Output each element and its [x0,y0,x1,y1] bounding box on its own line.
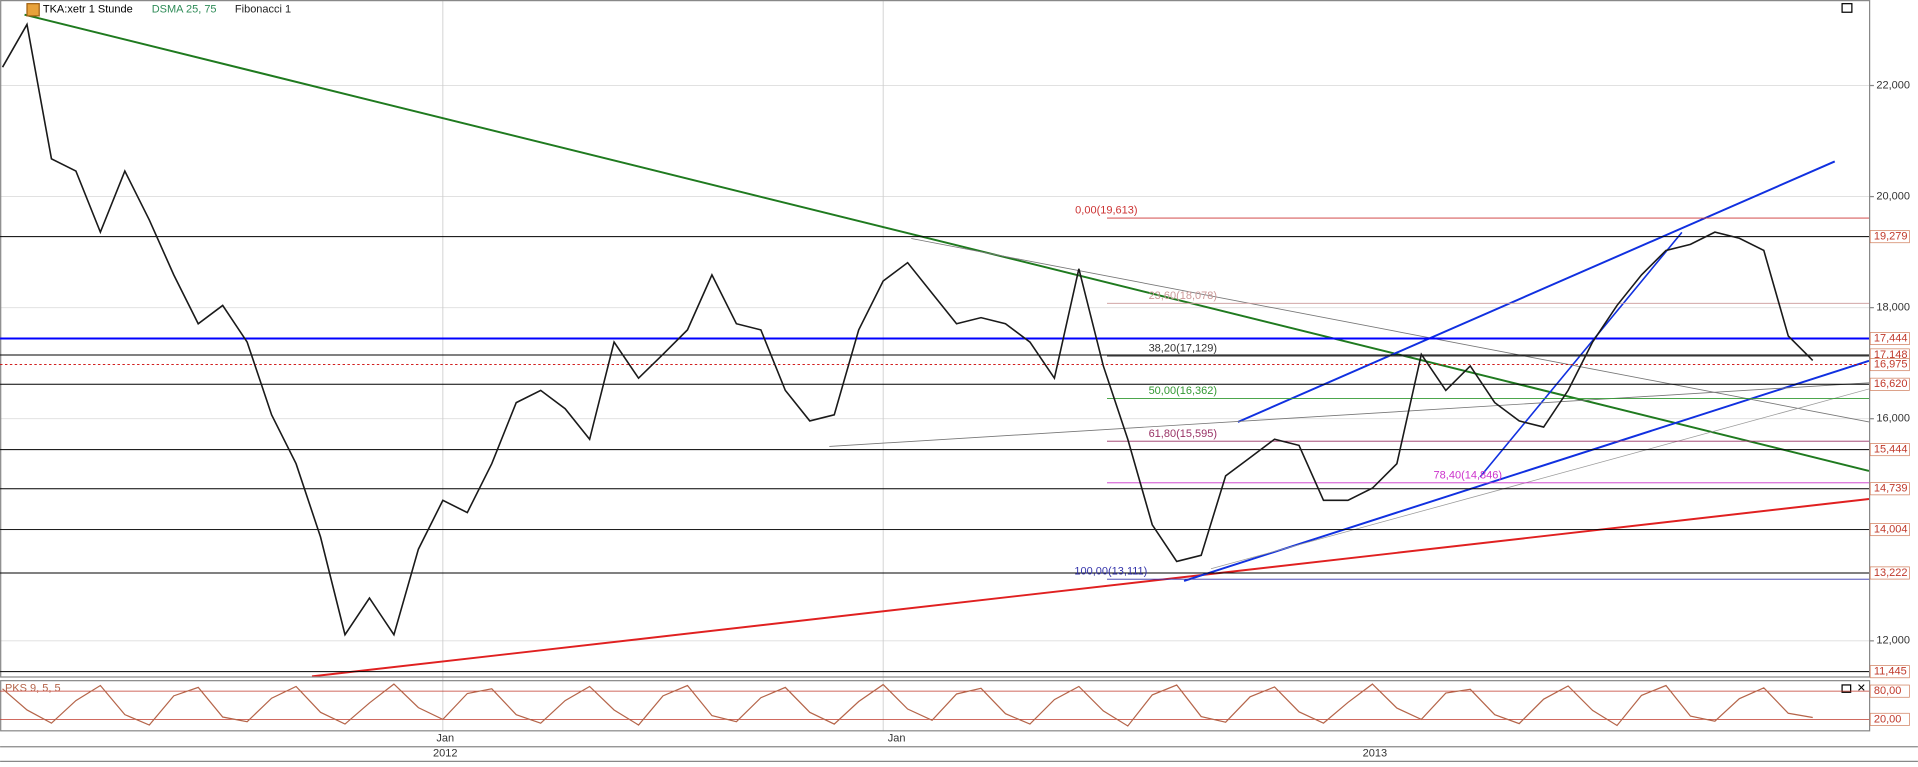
price-line [1,22,1814,637]
y-tick-label: 12,000 [1876,635,1910,647]
symbol-label[interactable]: TKA:xetr 1 Stunde [43,4,133,16]
level-label: 14,004 [1874,523,1908,535]
maximize-button[interactable] [1841,3,1853,13]
level-marker [1869,523,1910,537]
level-label: 15,444 [1874,443,1908,455]
trend-line [24,13,1870,472]
level-marker [1869,566,1910,580]
y-tick-label: 22,000 [1876,79,1910,91]
level-label: 16,975 [1874,358,1908,370]
level-marker [1869,443,1910,457]
level-marker [1869,358,1910,372]
year-label: 2013 [1363,747,1387,759]
channel-line [1183,359,1870,582]
oscillator-tick-label: 20,00 [1874,713,1902,725]
fib-label: 100,00(13,111) [1074,566,1147,578]
year-label: 2012 [433,747,457,759]
indicator-label[interactable]: DSMA 25, 75 [152,4,217,16]
fib-label: 38,20(17,129) [1149,343,1218,355]
y-tick-label: 20,000 [1876,190,1910,202]
level-label: 17,148 [1874,349,1908,361]
maximize-button[interactable] [1841,684,1852,693]
oscillator-tick-label: 80,00 [1874,685,1902,697]
level-marker [1869,332,1910,346]
level-marker [1869,684,1910,698]
level-label: 14,739 [1874,483,1908,495]
trend-line [911,238,1870,423]
trend-line [311,498,1870,678]
level-marker [1869,377,1910,391]
level-marker [1869,482,1910,496]
level-marker [1869,712,1910,726]
x-tick-label: Jan [436,733,454,745]
close-button[interactable]: ✕ [1857,683,1866,695]
y-tick-label: 16,000 [1876,413,1910,425]
symbol-icon[interactable] [26,3,40,17]
level-label: 11,445 [1874,666,1907,678]
level-marker [1869,665,1910,679]
fib-label: 23,60(18,078) [1149,290,1218,302]
level-label: 17,444 [1874,332,1908,344]
fib-label: 61,80(15,595) [1149,428,1218,440]
y-tick-label: 18,000 [1876,302,1910,314]
oscillator-panel-border [0,680,1871,732]
level-label: 13,222 [1874,567,1908,579]
level-marker [1869,230,1910,244]
fib-label: 50,00(16,362) [1149,385,1218,397]
level-label: 19,279 [1874,231,1908,243]
oscillator-label[interactable]: PKS 9, 5, 5 [5,683,61,695]
channel-line [1237,160,1836,423]
oscillator-line [2,683,1813,727]
fib-label: 0,00(19,613) [1075,205,1137,217]
indicator-label[interactable]: Fibonacci 1 [235,4,291,16]
fib-label: 78,40(14,846) [1434,469,1503,481]
trend-line [1210,388,1870,570]
x-tick-label: Jan [888,733,906,745]
trend-line [829,382,1870,447]
level-label: 16,620 [1874,378,1908,390]
